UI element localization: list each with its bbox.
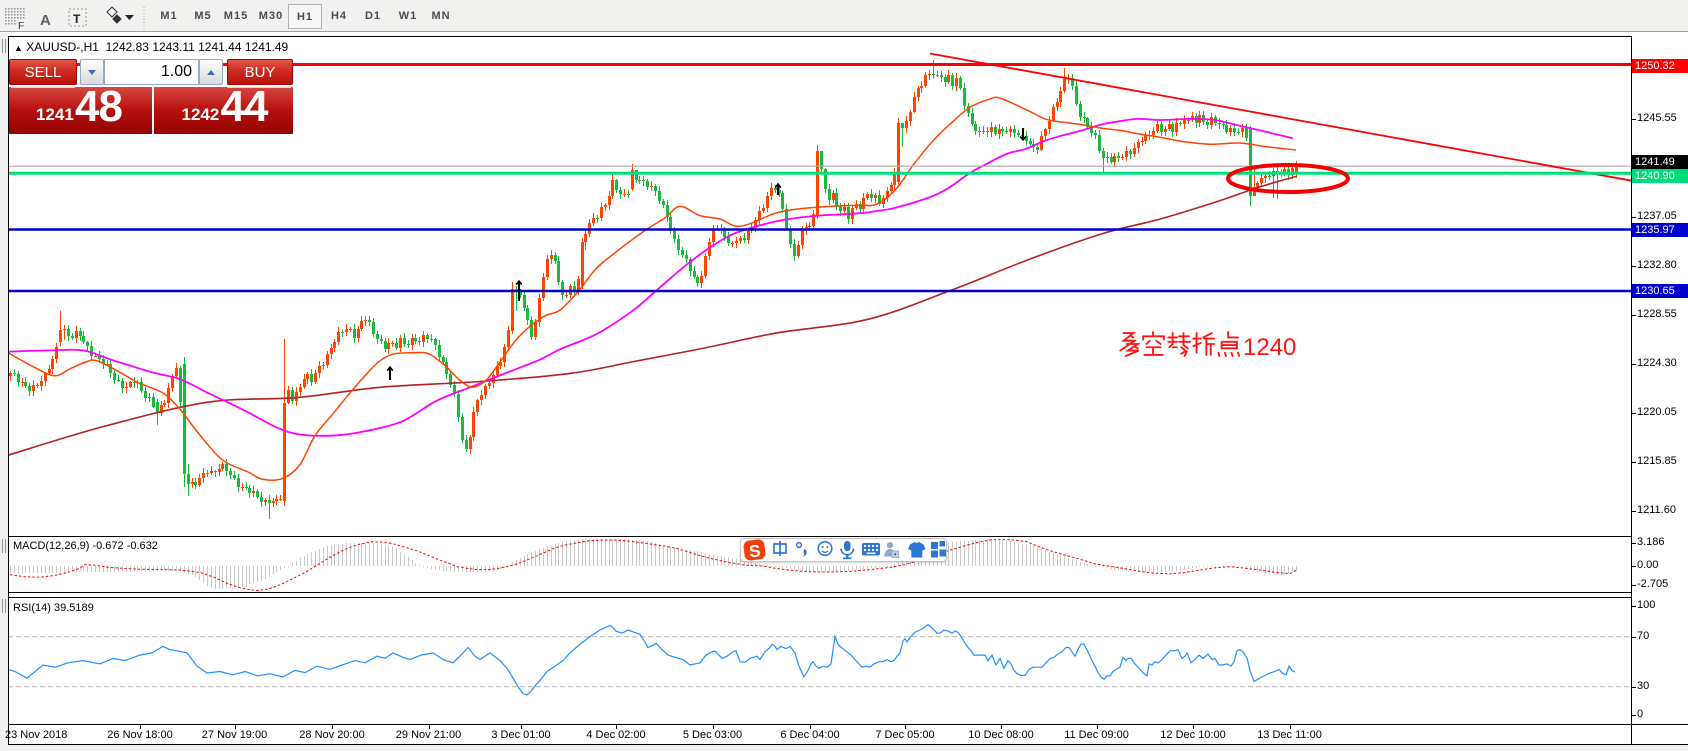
svg-text:F: F (18, 21, 24, 31)
svg-text:S: S (748, 541, 762, 561)
svg-text:1240: 1240 (1243, 334, 1296, 361)
svg-text:A: A (40, 12, 51, 29)
svg-text:T: T (73, 12, 81, 26)
